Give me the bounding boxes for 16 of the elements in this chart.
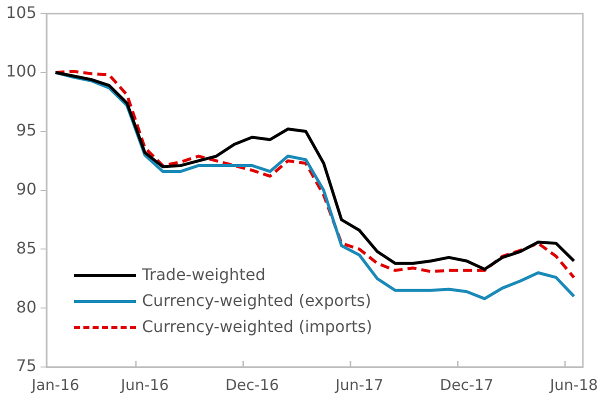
- x-tick-label: Jun-18: [548, 376, 598, 394]
- legend-label: Currency-weighted (imports): [142, 316, 372, 338]
- x-tick-label: Jan-16: [30, 376, 80, 394]
- y-tick-label: 80: [16, 297, 37, 316]
- x-tick-label: Dec-17: [440, 376, 494, 394]
- x-tick-label: Dec-16: [225, 376, 279, 394]
- y-tick-label: 85: [16, 238, 37, 258]
- legend-label: Trade-weighted: [142, 264, 266, 286]
- y-tick-label: 100: [6, 62, 37, 81]
- y-tick-label: 75: [16, 356, 37, 376]
- legend-label: Currency-weighted (exports): [142, 290, 372, 312]
- y-tick-label: 105: [6, 2, 37, 22]
- x-tick-label: Jun-17: [334, 376, 384, 394]
- x-tick-label: Jun-16: [120, 376, 169, 394]
- y-tick-label: 90: [16, 179, 37, 198]
- y-tick-label: 95: [16, 120, 37, 140]
